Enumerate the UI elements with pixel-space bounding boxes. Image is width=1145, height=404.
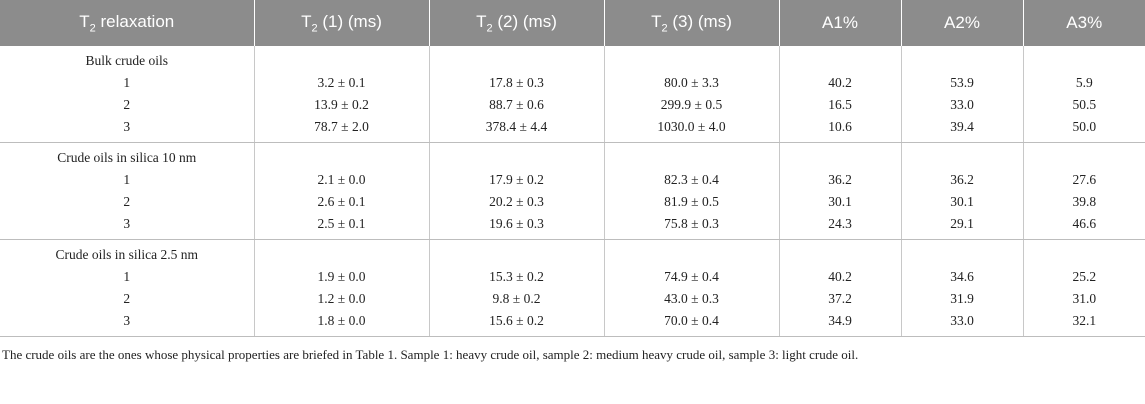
header-row: T2 relaxation T2 (1) (ms) T2 (2) (ms) T2… [0,0,1145,46]
t2-3-value: 43.0 ± 0.3 [664,291,719,306]
t2-1-value: 2.5 ± 0.1 [317,216,366,231]
a2-value: 30.1 [950,194,974,209]
t2-2-value: 9.8 ± 0.2 [492,291,541,306]
sample-label: 3 [123,216,131,231]
a3-value: 46.6 [1072,216,1097,231]
t2-2-value: 19.6 ± 0.3 [489,216,544,231]
a2-value: 31.9 [950,291,974,306]
sample-label: 2 [123,97,131,112]
t2-1-value: 78.7 ± 2.0 [314,119,369,134]
table-row: Bulk crude oils 1 2 3 3.2 ± 0.1 13.9 ± 0… [0,46,1145,143]
a2-value: 29.1 [950,216,974,231]
a1-value: 36.2 [828,172,852,187]
group-crude-oils-silica-2-5nm: Crude oils in silica 2.5 nm 1 2 3 1.9 ± … [0,239,1145,337]
t2-1-value: 1.8 ± 0.0 [317,313,366,328]
a3-value: 50.5 [1072,97,1097,112]
a2-value: 33.0 [950,313,974,328]
header-a1: A1% [778,0,901,46]
a2-value: 53.9 [950,75,974,90]
t2-3-value: 75.8 ± 0.3 [664,216,719,231]
a3-value: 50.0 [1072,119,1097,134]
t2-1-value: 1.2 ± 0.0 [317,291,366,306]
header-t2-3: T2 (3) (ms) [603,0,779,46]
t2-1-value: 13.9 ± 0.2 [314,97,369,112]
a3-value: 31.0 [1072,291,1097,306]
group-bulk-crude-oils: Bulk crude oils 1 2 3 3.2 ± 0.1 13.9 ± 0… [0,46,1145,143]
group-crude-oils-silica-10nm: Crude oils in silica 10 nm 1 2 3 2.1 ± 0… [0,142,1145,240]
a3-value: 39.8 [1072,194,1097,209]
a1-value: 34.9 [828,313,852,328]
sample-label: 2 [123,194,131,209]
t2-3-value: 299.9 ± 0.5 [660,97,723,112]
a2-value: 39.4 [950,119,974,134]
a1-value: 37.2 [828,291,852,306]
a2-value: 34.6 [950,269,974,284]
t2-3-value: 80.0 ± 3.3 [664,75,719,90]
sample-label: 1 [123,75,131,90]
t2-3-value: 1030.0 ± 4.0 [657,119,726,134]
t2-2-value: 378.4 ± 4.4 [485,119,548,134]
a1-value: 40.2 [828,75,852,90]
t2-2-value: 17.8 ± 0.3 [489,75,544,90]
header-t2-relaxation: T2 relaxation [0,0,254,46]
header-t2-2: T2 (2) (ms) [428,0,604,46]
sample-label: 3 [123,119,131,134]
group-title: Crude oils in silica 2.5 nm [55,247,199,262]
t2-1-value: 3.2 ± 0.1 [317,75,366,90]
a3-value: 5.9 [1075,75,1093,90]
header-a2: A2% [900,0,1023,46]
a2-value: 33.0 [950,97,974,112]
t2-3-value: 82.3 ± 0.4 [664,172,719,187]
table-footnote: The crude oils are the ones whose physic… [2,347,859,362]
a1-value: 40.2 [828,269,852,284]
sample-label: 2 [123,291,131,306]
sample-label: 1 [123,172,131,187]
t2-1-value: 2.6 ± 0.1 [317,194,366,209]
a3-value: 32.1 [1072,313,1097,328]
header-t2-1: T2 (1) (ms) [253,0,429,46]
t2-2-value: 20.2 ± 0.3 [489,194,544,209]
a1-value: 24.3 [828,216,852,231]
t2-2-value: 15.6 ± 0.2 [489,313,544,328]
header-a3: A3% [1022,0,1145,46]
t2-2-value: 88.7 ± 0.6 [489,97,544,112]
table-row: Crude oils in silica 10 nm 1 2 3 2.1 ± 0… [0,142,1145,240]
t2-1-value: 2.1 ± 0.0 [317,172,366,187]
t2-relaxation-table: T2 relaxation T2 (1) (ms) T2 (2) (ms) T2… [0,0,1145,337]
t2-3-value: 81.9 ± 0.5 [664,194,719,209]
a1-value: 30.1 [828,194,852,209]
a3-value: 27.6 [1072,172,1097,187]
t2-3-value: 74.9 ± 0.4 [664,269,719,284]
table-row: Crude oils in silica 2.5 nm 1 2 3 1.9 ± … [0,239,1145,337]
a2-value: 36.2 [950,172,974,187]
t2-2-value: 17.9 ± 0.2 [489,172,544,187]
t2-3-value: 70.0 ± 0.4 [664,313,719,328]
a3-value: 25.2 [1072,269,1097,284]
t2-1-value: 1.9 ± 0.0 [317,269,366,284]
sample-label: 1 [123,269,131,284]
a1-value: 10.6 [828,119,852,134]
sample-label: 3 [123,313,131,328]
group-title: Crude oils in silica 10 nm [57,150,197,165]
a1-value: 16.5 [828,97,852,112]
t2-2-value: 15.3 ± 0.2 [489,269,544,284]
group-title: Bulk crude oils [85,53,169,68]
